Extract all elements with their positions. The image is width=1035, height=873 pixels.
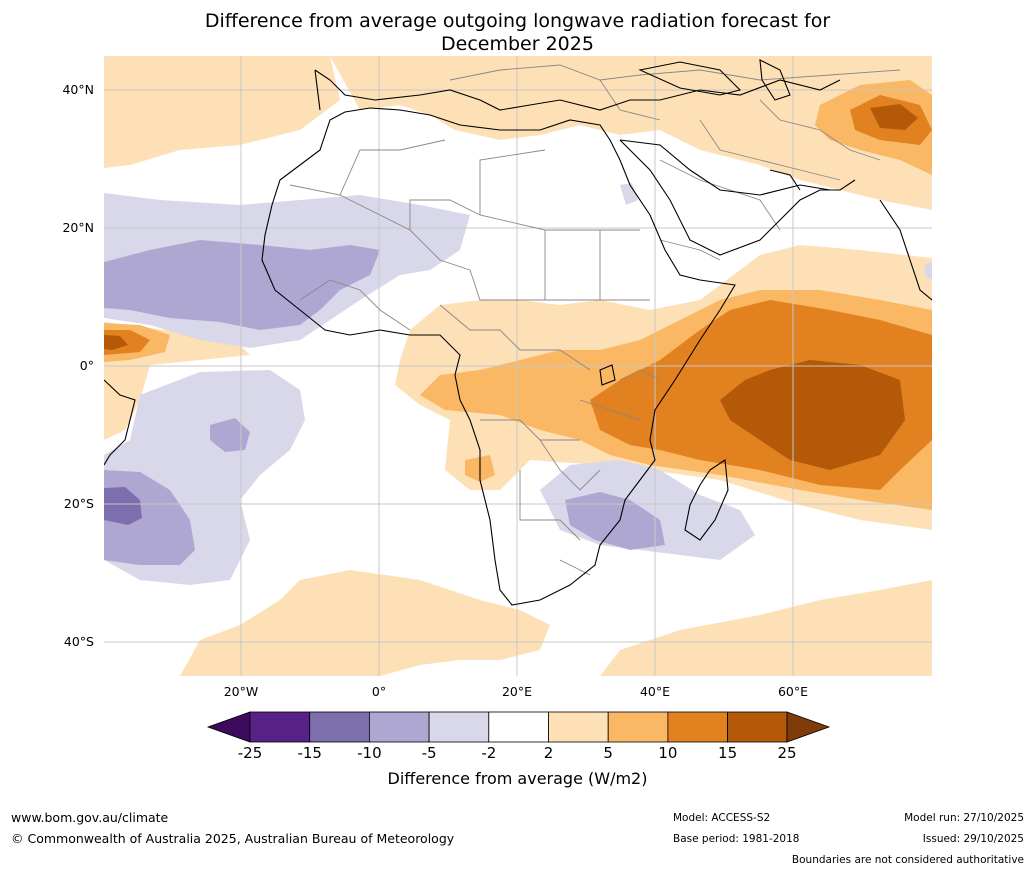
colorbar-tick: -5 [421, 744, 437, 762]
colorbar-tick: 15 [718, 744, 738, 762]
coastlines [104, 59, 932, 606]
colorbar-tick: 25 [777, 744, 797, 762]
footer-disclaimer: Boundaries are not considered authoritat… [791, 854, 1024, 866]
colorbar-tick: 10 [658, 744, 678, 762]
footer-model: Model: ACCESS-S2 [673, 812, 771, 824]
colorbar-tick: 2 [543, 744, 554, 762]
lon-label-20w: 20°W [223, 684, 259, 699]
colorbar-extend-low [206, 711, 251, 743]
lat-label-40n: 40°N [62, 82, 94, 97]
lon-label-20e: 20°E [501, 684, 533, 699]
map-panel [104, 56, 932, 676]
colorbar-bin-10-15 [667, 711, 729, 743]
country-borders [289, 64, 901, 576]
footer-model-run: Model run: 27/10/2025 [904, 812, 1024, 824]
colorbar-bin-2-5 [548, 711, 609, 743]
lat-label-20s: 20°S [63, 496, 94, 511]
footer-url[interactable]: www.bom.gov.au/climate [11, 810, 169, 825]
colorbar-tick: -15 [297, 744, 322, 762]
anomaly-neg10-to-neg15-areas [104, 487, 142, 525]
graticule [104, 56, 932, 676]
lon-label-0: 0° [371, 684, 387, 699]
colorbar-bin-neg15-neg10 [309, 711, 370, 743]
lat-label-40s: 40°S [63, 634, 94, 649]
footer-copyright: © Commonwealth of Australia 2025, Austra… [11, 831, 455, 846]
map-title-line2: December 2025 [441, 33, 594, 55]
lat-label-20n: 20°N [62, 220, 94, 235]
lon-label-40e: 40°E [639, 684, 671, 699]
lat-label-0: 0° [79, 358, 94, 373]
colorbar-tick: -10 [357, 744, 382, 762]
footer-base-period: Base period: 1981-2018 [673, 833, 800, 845]
colorbar-bin-neg10-neg5 [368, 711, 430, 743]
colorbar-bin-5-10 [607, 711, 669, 743]
colorbar-bin-neg5-neg2 [428, 711, 490, 743]
colorbar-extend-high [786, 711, 831, 743]
colorbar-bin-neg25-neg15 [249, 711, 311, 743]
map-title-line1: Difference from average outgoing longwav… [204, 10, 831, 32]
footer-issued: Issued: 29/10/2025 [922, 833, 1024, 845]
lon-label-60e: 60°E [777, 684, 809, 699]
anomaly-15-to-25-areas [104, 104, 918, 470]
colorbar-label: Difference from average (W/m2) [387, 769, 648, 788]
colorbar-tick: -2 [481, 744, 497, 762]
colorbar-tick: -25 [237, 744, 263, 762]
colorbar-bin-15-25 [727, 711, 788, 743]
colorbar-tick: 5 [603, 744, 613, 762]
map-title: Difference from average outgoing longwav… [0, 10, 1035, 56]
colorbar [206, 711, 831, 743]
colorbar-bin-neg2-2 [488, 711, 549, 743]
